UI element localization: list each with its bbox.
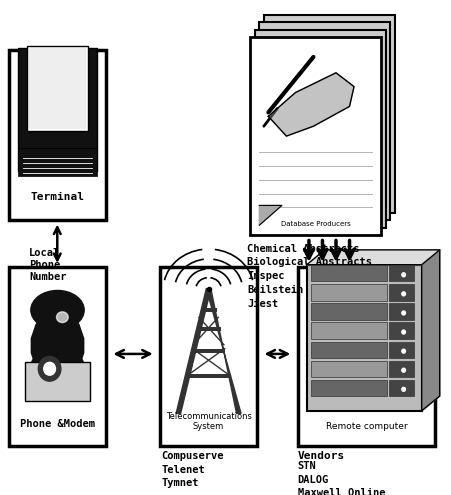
Text: Vendors: Vendors [298,451,345,461]
Text: Local: Local [29,248,60,257]
Bar [29,49,86,129]
Text: Inspec: Inspec [247,271,285,281]
Text: Tymnet: Tymnet [161,478,199,488]
Bar [250,37,381,235]
Bar [389,265,414,282]
Text: Maxwell Online: Maxwell Online [298,488,385,495]
Polygon shape [176,289,211,413]
Ellipse shape [31,347,84,387]
Bar [298,267,435,446]
Ellipse shape [31,291,84,330]
Bar [307,265,422,411]
Circle shape [44,362,55,375]
Circle shape [402,368,405,372]
Bar [160,267,257,446]
Bar [311,323,387,339]
Bar [255,30,386,228]
Bar [18,148,97,176]
Bar [27,46,88,131]
Bar [18,48,97,171]
Polygon shape [307,250,440,265]
Bar [311,265,387,282]
Circle shape [402,273,405,277]
Text: DALOG: DALOG [298,475,329,485]
Bar [187,374,230,378]
Circle shape [402,292,405,296]
Text: Jiest: Jiest [247,299,278,309]
Bar [311,284,387,300]
Bar [389,303,414,320]
Text: Phone: Phone [29,260,60,270]
Bar [389,380,414,396]
Bar [9,267,106,446]
Bar [192,349,226,353]
Text: Phone &Modem: Phone &Modem [20,419,95,429]
Text: Chemical Abstracts: Chemical Abstracts [247,244,359,253]
Bar [389,284,414,300]
Text: Number: Number [29,272,67,282]
Polygon shape [422,250,440,411]
Bar [201,308,216,312]
Circle shape [402,330,405,334]
Bar [9,50,106,220]
Bar [259,22,390,220]
Bar [197,327,221,331]
Polygon shape [31,317,84,374]
Text: STN: STN [298,461,317,471]
Bar [311,361,387,377]
Text: Biological Abstracts: Biological Abstracts [247,257,372,267]
Bar [389,323,414,339]
Bar [25,362,90,401]
Text: Compuserve: Compuserve [161,451,224,461]
Polygon shape [268,73,354,136]
Text: Telecommunications
System: Telecommunications System [166,412,252,432]
Bar [389,361,414,377]
Circle shape [402,311,405,315]
Polygon shape [206,289,241,413]
Ellipse shape [56,312,68,323]
Text: Beilstein: Beilstein [247,285,304,295]
Text: Telenet: Telenet [161,465,205,475]
Text: Remote computer: Remote computer [326,422,407,431]
Polygon shape [259,205,282,225]
Text: Database Producers: Database Producers [281,221,350,227]
Circle shape [402,349,405,353]
Bar [311,342,387,358]
Bar [264,15,395,213]
Circle shape [38,356,61,381]
Circle shape [402,387,405,391]
Bar [311,380,387,396]
Text: Terminal: Terminal [31,192,84,201]
Bar [389,342,414,358]
Bar [311,303,387,320]
